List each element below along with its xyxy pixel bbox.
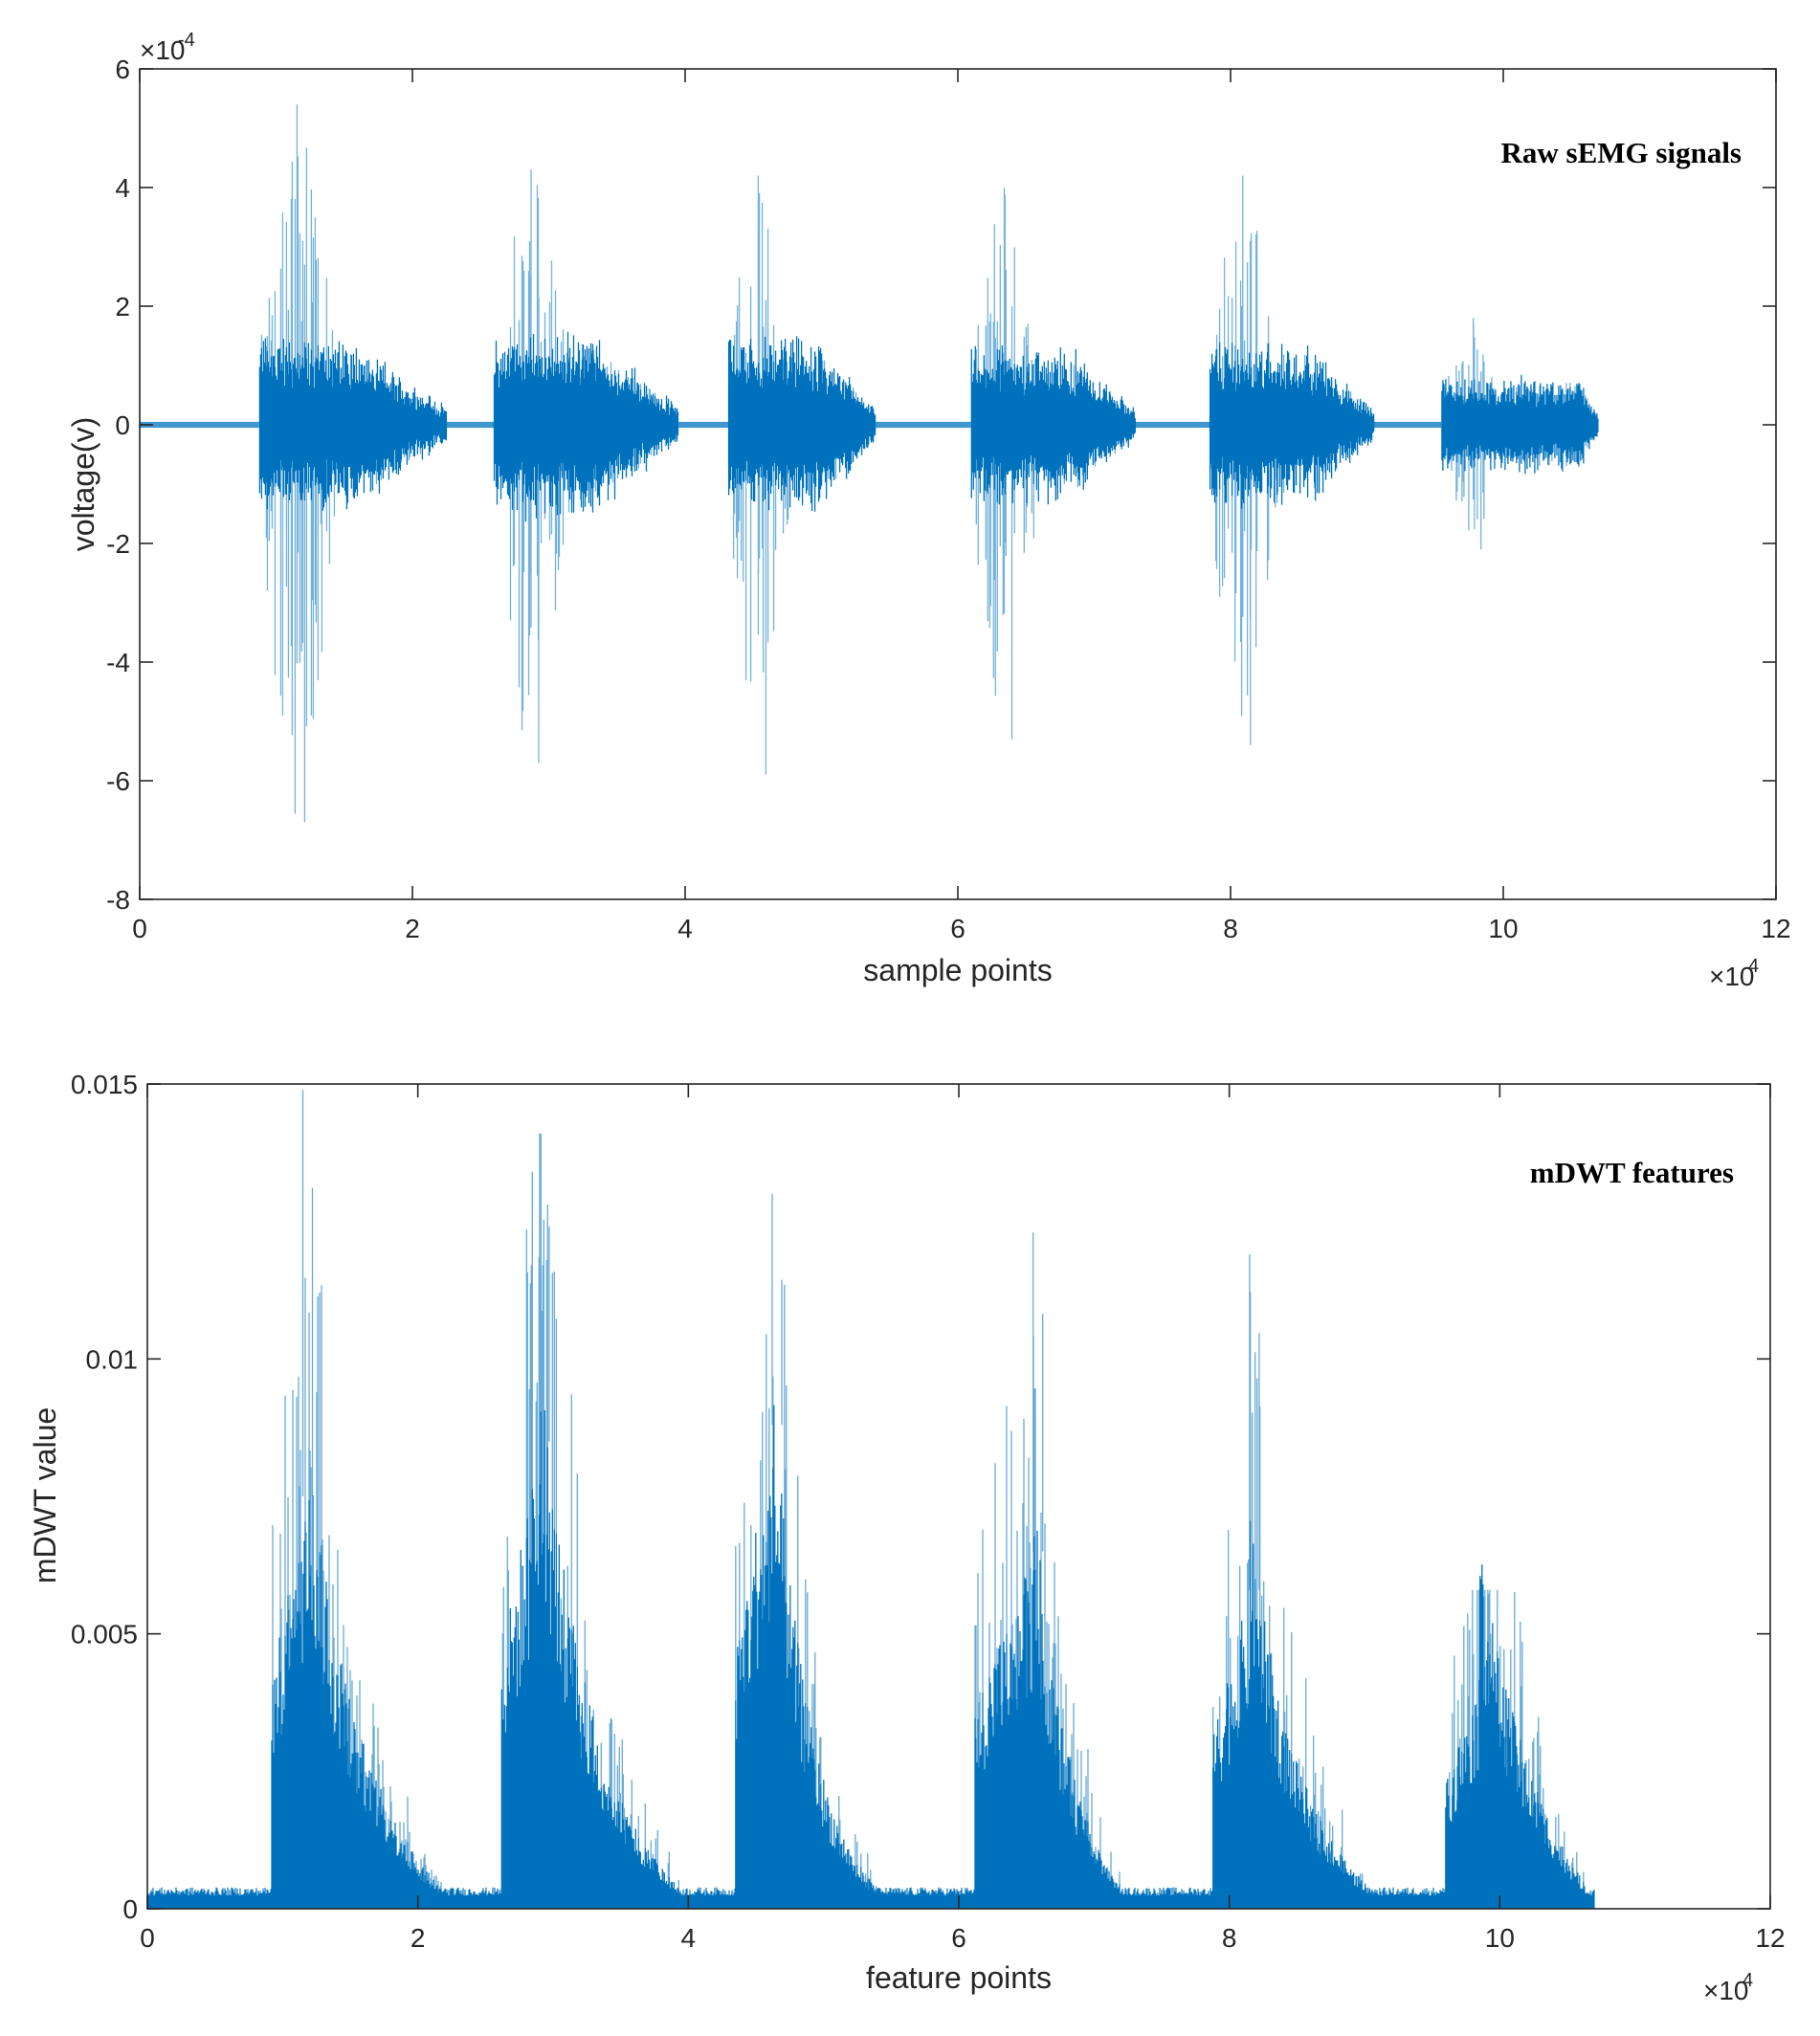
raw-semg-burst-core [727, 336, 877, 512]
raw-semg-x-tick-label: 4 [677, 914, 693, 943]
mdwt-burst-body [974, 1530, 1128, 1909]
mdwt-burst-spikes [272, 1089, 445, 1896]
mdwt-y-tick-label: 0.01 [86, 1344, 139, 1374]
mdwt-burst-body [500, 1410, 681, 1909]
raw-semg-y-tick-label: 4 [115, 173, 130, 203]
mdwt-x-tick-label: 12 [1755, 1923, 1785, 1953]
mdwt-x-exponent: ×10 4 [1703, 1970, 1753, 2005]
raw-semg-x-ticks: 0 2 4 6 8 10 12 [132, 69, 1791, 943]
mdwt-burst-body [271, 1494, 445, 1909]
raw-semg-x-multiplier: ×10 [1709, 962, 1755, 991]
mdwt-burst-body [1445, 1564, 1595, 1909]
raw-semg-y-tick-label: 6 [115, 55, 130, 84]
raw-semg-x-tick-label: 12 [1761, 914, 1790, 943]
mdwt-y-tick-label: 0 [122, 1894, 138, 1924]
mdwt-x-tick-label: 4 [681, 1923, 697, 1953]
raw-semg-x-axis-label: sample points [863, 953, 1052, 987]
mdwt-x-tick-label: 2 [411, 1923, 426, 1953]
mdwt-y-axis-label: mDWT value [28, 1407, 62, 1583]
raw-semg-y-tick-label: -6 [106, 766, 130, 796]
raw-semg-x-tick-label: 10 [1488, 914, 1518, 943]
raw-semg-x-exponent: ×10 4 [1709, 956, 1759, 991]
raw-semg-y-tick-label: -2 [106, 529, 130, 559]
raw-semg-y-ticks: 6 4 2 0 -2 -4 -6 -8 [106, 55, 1776, 915]
raw-semg-burst-core [1209, 343, 1375, 509]
raw-semg-y-tick-label: -8 [106, 885, 130, 915]
mdwt-x-tick-label: 8 [1222, 1923, 1237, 1953]
raw-semg-y-axis-label: voltage(v) [66, 417, 100, 552]
mdwt-burst-spikes [1212, 1254, 1377, 1899]
mdwt-burst-body [735, 1405, 878, 1909]
mdwt-burst-body [1212, 1520, 1379, 1909]
raw-semg-burst-core [970, 344, 1136, 505]
mdwt-burst-spikes [1449, 1584, 1593, 1900]
mdwt-x-tick-label: 0 [140, 1923, 155, 1953]
raw-semg-signal-series [140, 104, 1599, 823]
mdwt-title: mDWT features [1530, 1156, 1734, 1189]
raw-semg-chart: 0 2 4 6 8 10 12 6 4 2 0 -2 -4 -6 -8 sample points vol… [66, 30, 1791, 991]
mdwt-chart: 0 2 4 6 8 10 12 0.015 0.01 0.005 0 feature points… [28, 1070, 1786, 2005]
raw-semg-y-multiplier: ×10 [140, 35, 186, 65]
mdwt-y-tick-label: 0.005 [71, 1620, 138, 1649]
mdwt-y-ticks: 0.015 0.01 0.005 0 [71, 1070, 1770, 1924]
raw-semg-burst-core [493, 331, 679, 522]
raw-semg-y-tick-label: 2 [115, 292, 130, 321]
mdwt-x-ticks: 0 2 4 6 8 10 12 [140, 1084, 1786, 1953]
raw-semg-burst-core [1441, 374, 1599, 475]
mdwt-burst-spikes [735, 1193, 877, 1892]
mdwt-x-axis-label: feature points [866, 1960, 1052, 1995]
mdwt-feature-series [147, 1089, 1595, 1909]
raw-semg-x-tick-label: 8 [1223, 914, 1238, 943]
raw-semg-y-exponent: ×10 -4 [140, 30, 195, 65]
raw-semg-title: Raw sEMG signals [1501, 136, 1742, 169]
raw-semg-y-exponent-value: -4 [178, 30, 195, 51]
mdwt-x-tick-label: 10 [1485, 1923, 1515, 1953]
raw-semg-x-tick-label: 6 [950, 914, 965, 943]
raw-semg-x-tick-label: 2 [405, 914, 420, 943]
mdwt-burst-spikes [501, 1133, 679, 1891]
raw-semg-x-tick-label: 0 [132, 914, 147, 943]
raw-semg-y-tick-label: -4 [106, 648, 130, 677]
raw-semg-y-tick-label: 0 [115, 410, 130, 440]
mdwt-burst-spikes [974, 1232, 1121, 1885]
mdwt-x-multiplier: ×10 [1703, 1976, 1749, 2005]
mdwt-y-tick-label: 0.015 [71, 1070, 138, 1099]
mdwt-x-tick-label: 6 [951, 1923, 966, 1953]
mdwt-x-exponent-value: 4 [1742, 1970, 1753, 1991]
raw-semg-burst-core [258, 338, 448, 511]
raw-semg-x-exponent-value: 4 [1748, 956, 1759, 977]
